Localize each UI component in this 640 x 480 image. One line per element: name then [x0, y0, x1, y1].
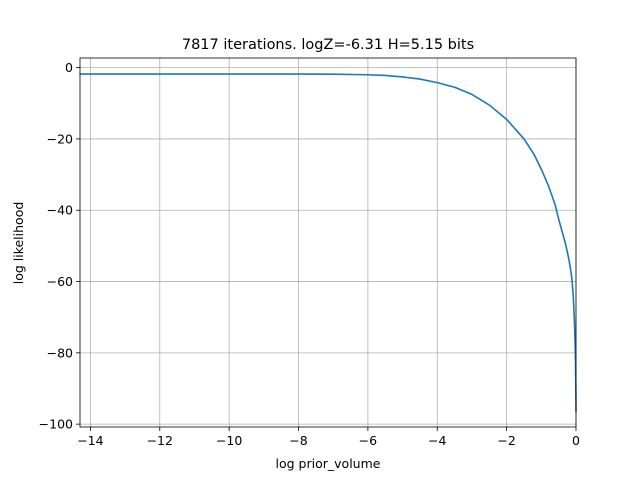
- y-tick-label: 0: [65, 60, 73, 75]
- x-tick-label: −14: [77, 433, 103, 448]
- y-tick-label: −20: [47, 131, 73, 146]
- series-line: [79, 73, 577, 413]
- x-tick-label: −2: [497, 433, 515, 448]
- x-axis-label: log prior_volume: [276, 456, 381, 471]
- plot-area: [79, 73, 577, 413]
- y-tick-label: −40: [47, 203, 73, 218]
- axes-frame: [79, 57, 577, 428]
- x-tick-label: 0: [572, 433, 580, 448]
- x-axis: −14 −12 −10 −8 −6 −4 −2 0: [77, 427, 580, 448]
- y-axis-label: log likelihood: [11, 202, 26, 285]
- x-tick-label: −12: [147, 433, 173, 448]
- y-axis: 0 −20 −40 −60 −80 −100: [39, 60, 80, 432]
- x-tick-label: −6: [359, 433, 377, 448]
- y-tick-label: −60: [47, 274, 73, 289]
- y-tick-label: −80: [47, 345, 73, 360]
- x-tick-label: −4: [428, 433, 446, 448]
- y-tick-label: −100: [39, 417, 73, 432]
- x-tick-label: −8: [289, 433, 307, 448]
- chart-title: 7817 iterations. logZ=-6.31 H=5.15 bits: [182, 37, 474, 53]
- x-tick-label: −10: [216, 433, 242, 448]
- grid: [80, 58, 577, 427]
